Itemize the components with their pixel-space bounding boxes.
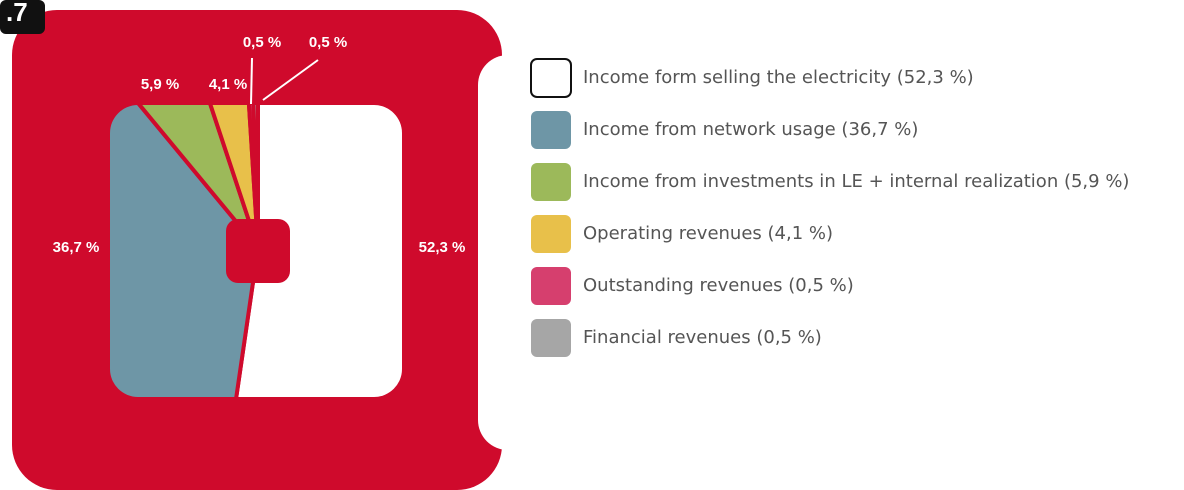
legend-swatch	[531, 319, 571, 357]
legend: Income form selling the electricity (52,…	[530, 58, 1129, 357]
legend-label: Income form selling the electricity (52,…	[583, 67, 974, 88]
legend-label: Financial revenues (0,5 %)	[583, 327, 822, 348]
legend-label: Income from network usage (36,7 %)	[583, 119, 918, 140]
slice	[173, 105, 260, 249]
legend-swatch	[531, 215, 571, 253]
legend-swatch	[530, 58, 572, 98]
legend-label: Outstanding revenues (0,5 %)	[583, 275, 854, 296]
slice	[218, 105, 402, 397]
legend-swatch	[531, 267, 571, 305]
frame-notch	[478, 55, 548, 450]
slice	[110, 105, 261, 397]
legend-label: Operating revenues (4,1 %)	[583, 223, 833, 244]
slice	[110, 105, 260, 250]
center-square	[226, 219, 290, 283]
leader-line	[250, 57, 253, 105]
slice	[239, 105, 260, 249]
badge	[0, 0, 45, 34]
slice-label: 36,7 %	[53, 239, 100, 256]
slice-labels: 52,3 % 36,7 % 5,9 % 4,1 % 0,5 % 0,5 %	[53, 34, 466, 256]
legend-label: Income from investments in LE + internal…	[583, 171, 1129, 192]
legend-swatch	[531, 163, 571, 201]
slice-label: 5,9 %	[141, 76, 179, 93]
slice-label: 0,5 %	[243, 34, 281, 51]
pie	[110, 105, 402, 397]
slice	[247, 105, 260, 249]
legend-swatch	[531, 111, 571, 149]
slice-label: 52,3 %	[419, 239, 466, 256]
slice-label: 4,1 %	[209, 76, 247, 93]
slice-label: 0,5 %	[309, 34, 347, 51]
leader-line	[262, 59, 319, 101]
badge-text: .7	[6, 0, 28, 27]
